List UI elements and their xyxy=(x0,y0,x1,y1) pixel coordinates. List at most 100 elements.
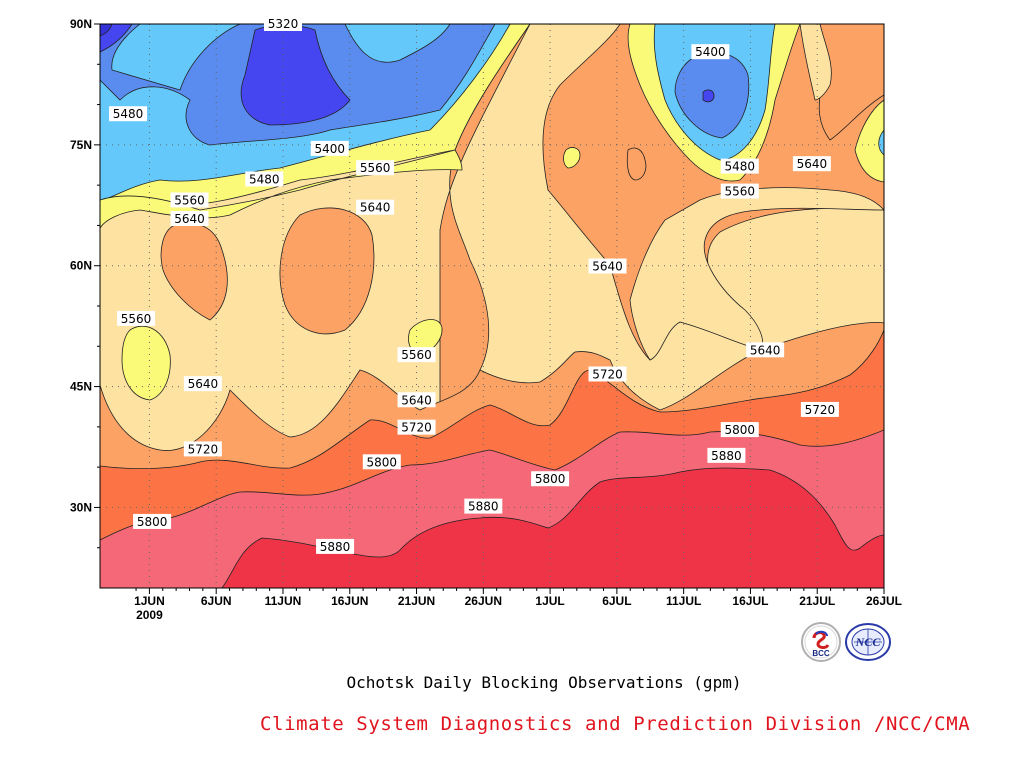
contour-label-text: 5480 xyxy=(249,173,280,187)
svg-text:BCC: BCC xyxy=(812,649,830,658)
contour-label-text: 5720 xyxy=(401,421,432,435)
y-axis: 30N 45N 60N 75N 90N xyxy=(70,17,100,549)
svg-text:NCC: NCC xyxy=(855,635,882,649)
contour-label-text: 5640 xyxy=(401,393,432,407)
bcc-logo: BCC xyxy=(801,622,841,662)
contour-label: 5800 xyxy=(133,513,172,529)
x-tick-label: 16JUN xyxy=(331,594,368,608)
contour-label-bg xyxy=(707,447,746,463)
contour-label: 5800 xyxy=(531,471,570,487)
contour-label-bg xyxy=(746,342,785,358)
contour-label-text: 5560 xyxy=(724,185,755,199)
contour-label-text: 5640 xyxy=(750,343,781,357)
contour-label: 5720 xyxy=(183,441,222,457)
x-tick-label: 26JUL xyxy=(866,594,902,608)
band-5560-bubble-a xyxy=(121,325,171,401)
y-tick-label: 75N xyxy=(70,138,92,152)
contour-label-text: 5480 xyxy=(724,160,755,174)
credit-line: Climate System Diagnostics and Predictio… xyxy=(260,713,971,735)
contour-label: 5480 xyxy=(245,171,284,187)
contour-label-bg xyxy=(356,199,395,215)
chart-title: Ochotsk Daily Blocking Observations (gpm… xyxy=(346,673,742,692)
contour-label: 5880 xyxy=(707,447,746,463)
x-tick-label: 11JUN xyxy=(265,594,302,608)
contour-label: 5640 xyxy=(170,210,209,226)
contour-label-text: 5800 xyxy=(367,455,398,469)
contour-label: 5640 xyxy=(183,376,222,392)
contour-label-text: 5320 xyxy=(268,17,299,31)
contour-label-bg xyxy=(691,44,730,60)
x-tick-label: 1JUL xyxy=(535,594,564,608)
contour-label: 5560 xyxy=(170,192,209,208)
contour-label-text: 5560 xyxy=(401,348,432,362)
contour-label: 5720 xyxy=(397,419,436,435)
contour-label: 5480 xyxy=(109,106,148,122)
contour-label-bg xyxy=(800,401,839,417)
contour-label: 5640 xyxy=(588,258,627,274)
contour-label-bg xyxy=(720,158,759,174)
contour-label: 5560 xyxy=(356,160,395,176)
contour-label-text: 5400 xyxy=(695,45,726,59)
contour-label: 5720 xyxy=(588,366,627,382)
band-5560-bubble-c xyxy=(563,147,581,169)
contour-label-bg xyxy=(588,366,627,382)
contour-label-text: 5720 xyxy=(188,442,219,456)
contour-label: 5400 xyxy=(310,140,349,156)
contour-label-bg xyxy=(397,347,436,363)
x-tick-sublabel: 2009 xyxy=(136,608,163,622)
x-tick-label: 26JUN xyxy=(465,594,502,608)
y-tick-label: 90N xyxy=(70,17,92,31)
contour-label: 5400 xyxy=(691,44,730,60)
contour-label-bg xyxy=(117,310,156,326)
x-tick-label: 21JUL xyxy=(799,594,835,608)
band-5640-topright xyxy=(799,24,832,101)
x-tick-label: 6JUL xyxy=(602,594,631,608)
contour-label-text: 5640 xyxy=(174,212,205,226)
contour-label-bg xyxy=(588,258,627,274)
contour-label-text: 5640 xyxy=(188,377,219,391)
contour-label: 5480 xyxy=(720,158,759,174)
contour-label-text: 5480 xyxy=(113,107,144,121)
contour-label: 5560 xyxy=(720,183,759,199)
contour-label: 5880 xyxy=(316,538,355,554)
y-tick-label: 45N xyxy=(70,380,92,394)
band-5320 xyxy=(240,25,351,126)
contour-label-text: 5880 xyxy=(320,540,351,554)
contour-label: 5720 xyxy=(800,401,839,417)
contour-label: 5640 xyxy=(746,342,785,358)
contour-label-bg xyxy=(183,441,222,457)
contour-label-text: 5640 xyxy=(360,201,391,215)
contour-label-bg xyxy=(109,106,148,122)
contour-label-bg xyxy=(464,498,503,514)
contour-label-bg xyxy=(397,392,436,408)
contour-label: 5640 xyxy=(792,156,831,172)
contour-label-bg xyxy=(397,419,436,435)
y-tick-label: 60N xyxy=(70,259,92,273)
contour-label-text: 5560 xyxy=(360,161,391,175)
contour-label-bg xyxy=(720,422,759,438)
band-5720-bubble-b xyxy=(279,207,375,335)
x-tick-label: 16JUL xyxy=(732,594,768,608)
contour-label: 5800 xyxy=(362,454,401,470)
contour-label-bg xyxy=(362,454,401,470)
contour-label-bg xyxy=(133,513,172,529)
contour-label-bg xyxy=(310,140,349,156)
contour-label-bg xyxy=(316,538,355,554)
contour-label-bg xyxy=(792,156,831,172)
band-5560-right-edge xyxy=(854,99,884,183)
band-5560-bubble-b xyxy=(408,319,443,356)
contour-label-text: 5720 xyxy=(592,367,623,381)
x-tick-label: 11JUL xyxy=(666,594,701,608)
contour-label-bg xyxy=(170,192,209,208)
contour-label: 5320 xyxy=(263,16,302,31)
contour-label: 5880 xyxy=(464,498,503,514)
band-5720-bubble-a xyxy=(160,222,228,321)
contour-label-bg xyxy=(263,16,302,31)
contour-label-text: 5640 xyxy=(592,260,623,274)
contour-label: 5560 xyxy=(397,347,436,363)
contour-label-bg xyxy=(356,160,395,176)
y-tick-label: 30N xyxy=(70,500,92,514)
contour-label-bg xyxy=(245,171,284,187)
